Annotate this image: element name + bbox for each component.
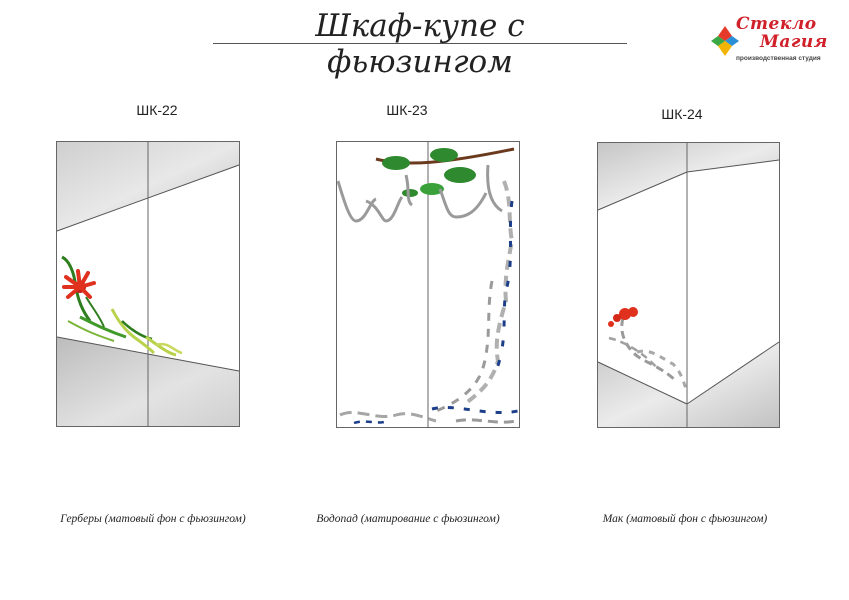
gerbera-icon [61,255,183,357]
product-caption-1: Герберы (матовый фон с фьюзингом) [60,513,246,525]
title-underline [213,43,627,44]
logo-diamond-icon [711,26,739,56]
product-caption-2: Водопад (матирование с фьюзингом) [316,513,500,525]
logo-word-1: Стекло [736,14,817,34]
waterfall-icon [336,147,519,425]
product-code-1: ШК-22 [136,102,178,118]
product-code-3: ШК-24 [661,106,703,122]
product-caption-3: Мак (матовый фон с фьюзингом) [602,513,768,525]
wardrobe-panel-2 [336,141,520,428]
wardrobe-panel-1 [56,141,240,427]
logo-tagline: производственная студия [736,55,821,62]
brand-logo: Стекло Магия производственная студия [710,14,835,68]
product-code-2: ШК-23 [386,102,428,118]
logo-word-2: Магия [760,32,828,52]
page-title: Шкаф-купе с фьюзингом [315,8,525,80]
wardrobe-panel-3 [597,142,780,428]
poppy-icon [608,307,689,393]
